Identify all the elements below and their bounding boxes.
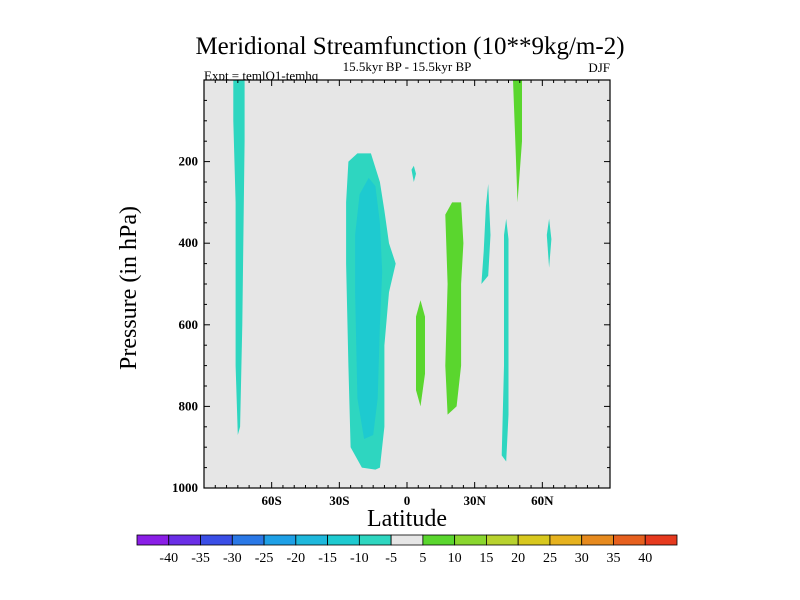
y-tick-label: 1000	[172, 480, 198, 495]
colorbar-label: 25	[543, 551, 557, 566]
colorbar-swatch	[644, 534, 678, 546]
colorbar-swatch	[422, 534, 456, 546]
y-tick-label: 800	[179, 398, 199, 413]
contour-region	[501, 218, 509, 462]
y-tick-label: 400	[179, 235, 199, 250]
colorbar-label: 10	[448, 551, 462, 566]
x-tick-label: 0	[404, 493, 411, 508]
colorbar-swatch	[295, 534, 328, 546]
colorbar-label: 5	[419, 551, 426, 566]
colorbar-swatch	[549, 534, 583, 546]
y-tick-label: 200	[179, 154, 199, 169]
x-tick-label: 30S	[329, 493, 349, 508]
contour-region	[411, 198, 430, 272]
colorbar-swatch	[581, 534, 614, 546]
colorbar-swatch	[454, 534, 487, 546]
colorbar: -40 -35 -30 -25 -20 -15 -10 -5 5 10 15 20 25 30 35 40	[136, 534, 678, 566]
colorbar-label: -5	[385, 551, 397, 566]
colorbar-swatch	[613, 534, 646, 546]
colorbar-label: -20	[286, 551, 305, 566]
colorbar-swatch	[327, 534, 360, 546]
colorbar-swatch	[486, 534, 519, 546]
contour-region	[411, 165, 416, 182]
colorbar-label: -15	[318, 551, 337, 566]
chart-title: Meridional Streamfunction (10**9kg/m-2)	[195, 33, 624, 60]
colorbar-label: 15	[479, 551, 493, 566]
experiment-label: Expt = temlQ1-temhq	[204, 68, 319, 83]
contour-region	[546, 218, 552, 268]
colorbar-swatch	[517, 534, 551, 546]
y-axis-title: Pressure (in hPa)	[116, 206, 142, 370]
colorbar-swatch	[168, 534, 201, 546]
period-label: 15.5kyr BP - 15.5kyr BP	[343, 59, 472, 74]
contour-region	[535, 80, 547, 460]
y-tick-label: 600	[179, 317, 199, 332]
colorbar-label: -10	[350, 551, 369, 566]
colorbar-label: 35	[606, 551, 620, 566]
colorbar-label: -40	[159, 551, 178, 566]
colorbar-label: 40	[638, 551, 652, 566]
contour-region	[233, 80, 245, 435]
x-axis: 60S 30S 0 30N 60N	[214, 80, 600, 508]
contour-region	[416, 300, 425, 407]
x-tick-label: 60S	[262, 493, 282, 508]
colorbar-label: 20	[511, 551, 525, 566]
colorbar-swatch	[136, 534, 170, 546]
colorbar-swatch	[231, 534, 265, 546]
contour-regions	[233, 80, 552, 488]
x-tick-label: 60N	[531, 493, 554, 508]
contour-region	[495, 80, 502, 235]
contour-region	[289, 479, 295, 488]
colorbar-swatch	[200, 534, 233, 546]
colorbar-swatch	[390, 534, 424, 546]
y-axis: 200 400 600 800 1000	[172, 99, 610, 495]
plot-background	[204, 80, 610, 488]
x-tick-label: 30N	[463, 493, 486, 508]
colorbar-swatch	[263, 534, 297, 546]
x-axis-title: Latitude	[367, 506, 447, 532]
contour-region	[481, 184, 491, 284]
colorbar-swatch	[358, 534, 392, 546]
contour-region	[513, 80, 522, 203]
season-label: DJF	[588, 60, 610, 75]
colorbar-label: -25	[255, 551, 274, 566]
contour-region	[355, 177, 383, 439]
colorbar-label: 30	[575, 551, 589, 566]
contour-region	[445, 202, 464, 415]
colorbar-label: -30	[223, 551, 242, 566]
colorbar-label: -35	[191, 551, 210, 566]
